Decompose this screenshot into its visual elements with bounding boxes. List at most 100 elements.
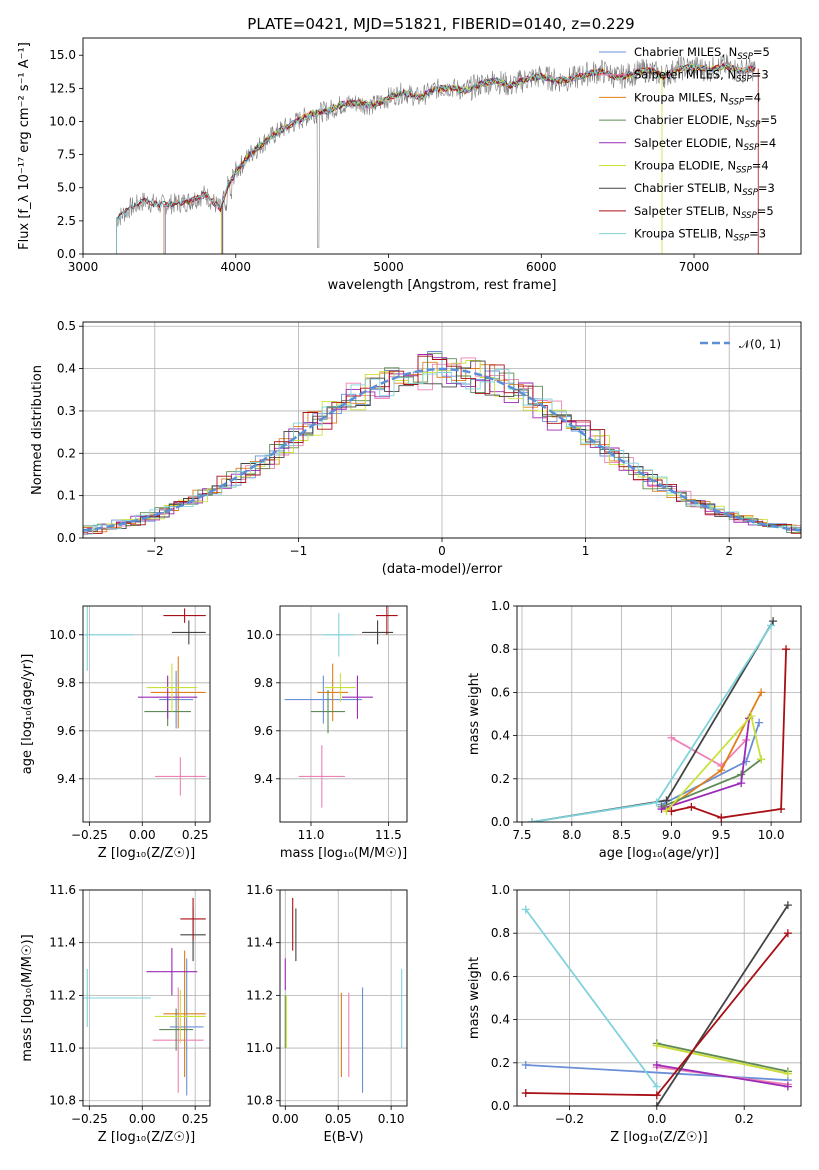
massweight-vs-age-panel: 7.5 8.0 8.5 9.0 9.5 10.0 0.0 0.2 0.4 0.6 0.8 1.0 age… (467, 599, 802, 861)
x-axis-label: wavelength [Angstrom, rest frame] (328, 278, 557, 293)
legend-value: =4 (744, 90, 761, 104)
line-chabrier-elodie (656, 1042, 789, 1073)
x-tick-label: −0.2 (555, 1112, 584, 1126)
axes-frame (279, 605, 408, 823)
y-tick-label: 10.0 (246, 628, 273, 642)
y-tick-label: 0.6 (491, 685, 510, 699)
legend-label-chabrier-stelib: Chabrier STELIB, NSSP=3 (634, 181, 775, 198)
legend-text: Chabrier MILES, N (634, 45, 737, 59)
x-tick-label: 1 (582, 544, 590, 558)
y-tick-label: 9.8 (254, 676, 273, 690)
massweight-vs-metallicity-panel: −0.2 0.0 0.2 0.0 0.2 0.4 0.6 0.8 1.0 Z [log₁₀(Z/Z… (467, 883, 802, 1145)
marker-salpeter-elodie (657, 805, 666, 814)
marker-chabrier-stelib (662, 796, 671, 805)
x-tick-label: 8.5 (612, 828, 631, 842)
histogram-salpeter-miles (83, 357, 801, 536)
legend-value: =5 (760, 113, 777, 127)
x-tick-label: −0.25 (71, 1112, 108, 1126)
mass-vs-ebv-panel: 0.00 0.05 0.10 10.8 11.0 11.2 11.4 11.6 E(B-V) (246, 883, 408, 1145)
y-tick-label: 1.0 (491, 883, 510, 897)
y-tick-label: 10.8 (246, 1094, 273, 1108)
x-tick-label: 11.5 (375, 828, 402, 842)
legend-subscript: SSP (745, 120, 761, 130)
y-tick-label: 11.6 (49, 883, 76, 897)
legend-value: =3 (749, 227, 766, 241)
marker-chabrier-stelib (783, 901, 792, 910)
x-tick-label: −0.25 (71, 828, 108, 842)
axes-frame (279, 889, 408, 1107)
legend-value: =3 (752, 68, 769, 82)
legend-value: =3 (758, 181, 775, 195)
marker-kroupa-stelib (652, 798, 661, 807)
legend-label-normal: 𝒩(0, 1) (739, 337, 781, 351)
y-tick-label: 11.4 (246, 936, 273, 950)
legend-label-salpeter-elodie: Salpeter ELODIE, NSSP=4 (634, 136, 776, 153)
legend-subscript: SSP (741, 211, 757, 221)
legend-subscript: SSP (737, 52, 753, 62)
y-axis-label: mass weight (467, 957, 482, 1039)
marker-kroupa-elodie (652, 1041, 661, 1050)
spectrum-panel: 3000 4000 5000 6000 7000 0.0 2.5 5.0 7.5 10.0 12.5… (17, 37, 802, 293)
marker-salpeter-elodie (652, 1060, 661, 1069)
marker-chabrier-stelib (769, 617, 778, 626)
y-tick-label: 0.3 (57, 404, 76, 418)
x-tick-label: 9.0 (662, 828, 681, 842)
model-line-kroupa-stelib (116, 62, 756, 254)
line-chabrier-stelib (656, 904, 789, 1106)
legend-label-chabrier-miles: Chabrier MILES, NSSP=5 (634, 45, 770, 62)
x-axis-label: Z [log₁₀(Z/Z☉)] (98, 846, 195, 861)
y-axis-label: Flux [f_λ 10⁻¹⁷ erg cm⁻² s⁻¹ A⁻¹] (17, 42, 32, 250)
x-tick-label: 0.10 (378, 1112, 405, 1126)
marker-kroupa-stelib (521, 905, 530, 914)
x-tick-label: 0.2 (735, 1112, 754, 1126)
y-tick-label: 0.2 (57, 446, 76, 460)
figure-title: PLATE=0421, MJD=51821, FIBERID=0140, z=0… (247, 15, 634, 33)
y-axis-label: mass [log₁₀(M/M☉)] (20, 934, 35, 1061)
marker-kroupa-stelib (767, 621, 776, 630)
legend-text: Chabrier ELODIE, N (634, 113, 745, 127)
marker-salpeter-stelib (783, 929, 792, 938)
legend-text: Kroupa STELIB, N (634, 227, 734, 241)
x-tick-label: 0.05 (325, 1112, 352, 1126)
legend-text: Salpeter MILES, N (634, 68, 736, 82)
legend-subscript: SSP (744, 143, 760, 153)
y-tick-label: 10.8 (49, 1094, 76, 1108)
line-kroupa-elodie (656, 1044, 789, 1075)
axes-frame (82, 321, 802, 539)
x-tick-label: 0.0 (647, 1112, 666, 1126)
y-tick-label: 0.2 (491, 1056, 510, 1070)
y-tick-label: 10.0 (49, 114, 76, 128)
x-tick-label: 9.5 (712, 828, 731, 842)
y-tick-label: 0.5 (57, 319, 76, 333)
y-tick-label: 11.2 (49, 988, 76, 1002)
legend-label-salpeter-stelib: Salpeter STELIB, NSSP=5 (634, 204, 774, 221)
marker-salpeter-stelib (652, 1091, 661, 1100)
y-tick-label: 9.8 (57, 676, 76, 690)
marker-kroupa-miles (717, 766, 726, 775)
y-tick-label: 0.2 (491, 772, 510, 786)
legend-subscript: SSP (736, 166, 752, 176)
x-tick-label: 0.25 (182, 828, 209, 842)
marker-salpeter-stelib (782, 645, 791, 654)
x-axis-label: E(B-V) (323, 1130, 363, 1145)
marker-salpeter-stelib (687, 802, 696, 811)
legend-label-chabrier-elodie: Chabrier ELODIE, NSSP=5 (634, 113, 777, 130)
x-tick-label: 0 (438, 544, 446, 558)
marker-salpeter-stelib (717, 813, 726, 822)
y-tick-label: 0.4 (491, 729, 510, 743)
y-tick-label: 9.4 (254, 772, 273, 786)
residual-histogram-panel: −2 −1 0 1 2 0.0 0.1 0.2 0.3 0.4 0.5 (data-model)/er… (30, 319, 802, 577)
legend-subscript: SSP (736, 75, 752, 85)
y-tick-label: 0.8 (491, 926, 510, 940)
y-tick-label: 0.8 (491, 642, 510, 656)
x-tick-label: 5000 (373, 260, 404, 274)
y-tick-label: 11.4 (49, 936, 76, 950)
legend-label-kroupa-stelib: Kroupa STELIB, NSSP=3 (634, 227, 766, 244)
axes-frame (82, 605, 211, 823)
normal-curve (83, 367, 801, 532)
y-tick-label: 11.0 (246, 1041, 273, 1055)
y-tick-label: 0.0 (57, 247, 76, 261)
x-tick-label: 7000 (679, 260, 710, 274)
y-tick-label: 0.6 (491, 969, 510, 983)
